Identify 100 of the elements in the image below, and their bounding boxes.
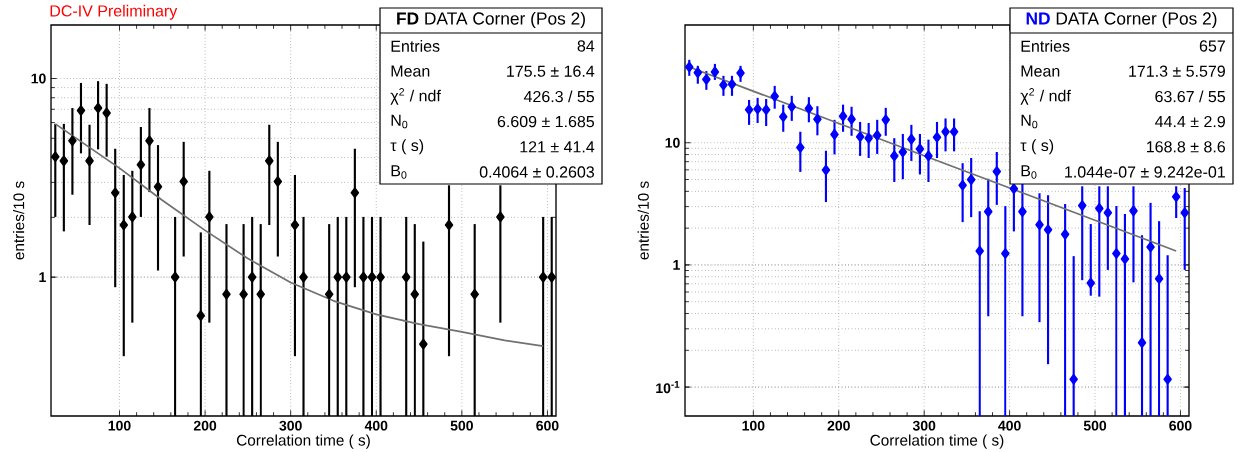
point — [273, 176, 283, 187]
point — [342, 271, 351, 283]
x-tick-label: 400 — [364, 420, 388, 431]
point — [119, 219, 129, 231]
point — [907, 133, 916, 145]
point — [538, 271, 548, 283]
point — [547, 271, 556, 283]
point — [333, 271, 343, 283]
annotation: 44.4 ± 2.9 — [1155, 115, 1225, 128]
point — [830, 129, 839, 140]
annotation: 63.67 / 55 — [1155, 90, 1226, 103]
x-tick-label: 100 — [108, 420, 131, 431]
annotation: B$_{0}$ — [1021, 165, 1037, 179]
point — [941, 126, 950, 138]
point — [290, 219, 300, 231]
point — [1163, 373, 1172, 385]
point — [685, 61, 694, 73]
annotation: DATA Corner (Pos 2) — [425, 11, 585, 29]
text: 657 — [1199, 40, 1225, 52]
point — [1086, 277, 1096, 289]
annotation: 121 ± 41.4 — [520, 141, 595, 153]
annotation: N$_{0}$ — [1021, 114, 1038, 129]
point — [128, 211, 137, 223]
point — [196, 310, 206, 322]
point — [796, 142, 805, 153]
point — [1035, 219, 1044, 231]
point — [744, 104, 754, 116]
annotation: Mean — [391, 65, 430, 77]
point — [1180, 207, 1189, 219]
point — [265, 155, 274, 167]
point — [813, 113, 822, 125]
point — [975, 245, 984, 257]
point — [85, 155, 94, 167]
x-tick-label: 300 — [912, 420, 936, 431]
point — [470, 288, 479, 300]
point — [239, 288, 248, 300]
point — [736, 67, 745, 79]
point — [1077, 200, 1087, 211]
text: FD — [397, 12, 419, 25]
point — [1095, 203, 1104, 214]
point — [359, 271, 368, 283]
annotation: χ$^{2}$ / ndf — [1020, 88, 1071, 105]
point — [1103, 207, 1113, 219]
annotation: Entries — [1021, 40, 1070, 52]
point — [1001, 248, 1010, 259]
point — [153, 181, 163, 193]
point — [778, 111, 788, 123]
point — [710, 66, 720, 78]
point — [787, 101, 797, 113]
x-tick-label: 400 — [998, 420, 1021, 431]
y-tick-label: 10 — [31, 73, 46, 84]
point — [753, 103, 762, 115]
x-tick-label: 100 — [742, 420, 765, 431]
annotation: DATA Corner (Pos 2) — [1056, 11, 1217, 29]
x-tick-label: 600 — [1169, 420, 1192, 431]
point — [170, 271, 180, 283]
point — [1018, 206, 1027, 218]
point — [992, 166, 1002, 177]
point — [770, 90, 779, 102]
text: 84 — [577, 40, 595, 52]
y-tick-label: 10$^{-1}$ — [656, 380, 680, 394]
point — [444, 219, 454, 231]
point — [401, 271, 411, 283]
point — [821, 164, 831, 176]
point — [1137, 337, 1147, 349]
x-axis-title: Correlation time ( s) — [236, 434, 370, 449]
point — [76, 105, 86, 116]
point — [256, 288, 265, 300]
x-tick-label: 500 — [450, 420, 473, 431]
point — [1069, 373, 1078, 385]
point — [68, 135, 77, 147]
point — [136, 159, 146, 171]
point — [145, 135, 154, 147]
point — [1060, 228, 1070, 240]
point — [924, 150, 933, 162]
point — [932, 131, 942, 143]
x-tick-label: 200 — [193, 420, 217, 431]
text: ND — [1026, 12, 1050, 25]
y-tick-label: 10 — [665, 137, 680, 148]
point — [59, 155, 69, 167]
point — [410, 288, 420, 300]
point — [367, 271, 377, 283]
chart-title: DC-IV Preliminary — [50, 4, 178, 20]
point — [110, 187, 120, 199]
y-tick-label: 1 — [39, 272, 46, 282]
point — [1146, 241, 1155, 253]
point — [847, 113, 856, 125]
annotation: 0.4064 ± 0.2603 — [479, 166, 595, 178]
point — [804, 103, 814, 114]
point — [949, 126, 959, 138]
point — [881, 114, 891, 126]
annotation: 1.044e-07 ± 9.242e-01 — [1065, 166, 1225, 178]
annotation: τ ( s) — [1020, 139, 1054, 155]
point — [51, 151, 60, 163]
point — [376, 271, 385, 283]
point — [872, 129, 882, 141]
annotation: B$_{0}$ — [391, 165, 407, 179]
y-axis-title: entries/10 s — [12, 181, 25, 260]
point — [1009, 183, 1019, 195]
point — [222, 288, 231, 300]
